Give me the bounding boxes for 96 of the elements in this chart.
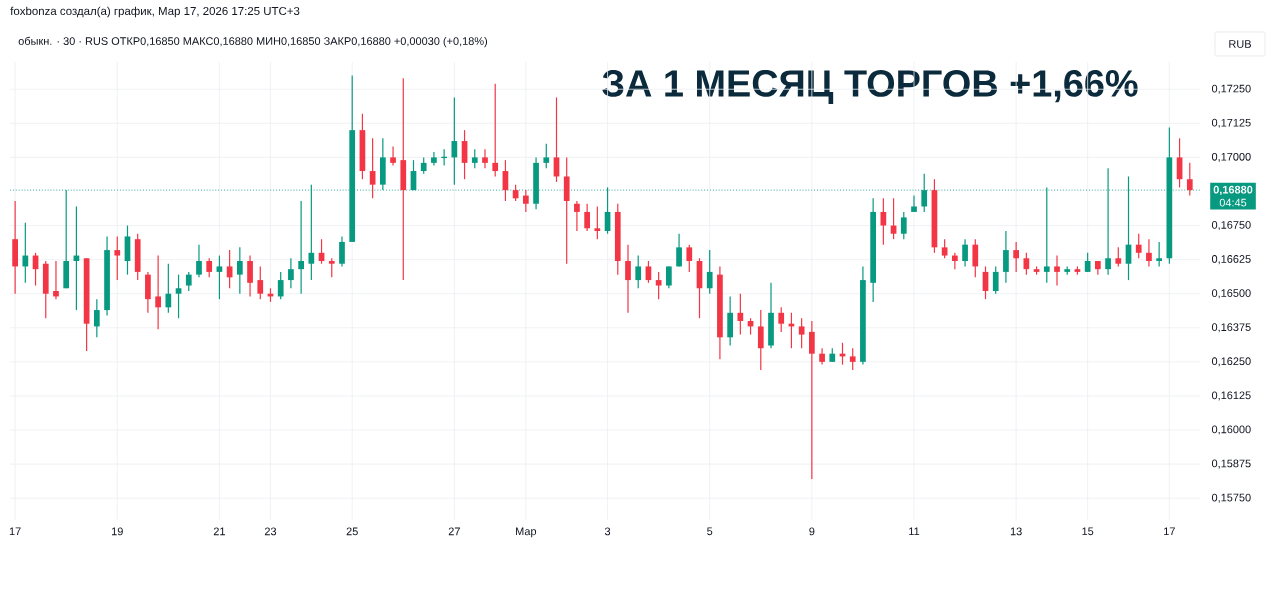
- y-tick-label: 0,16375: [1211, 323, 1251, 333]
- candlestick: [737, 293, 744, 336]
- x-tick-label: 21: [213, 527, 225, 536]
- x-tick-label: 19: [112, 527, 123, 536]
- candlestick: [1115, 246, 1122, 268]
- y-tick-label: 0,15750: [1211, 493, 1251, 503]
- candlestick: [594, 205, 601, 240]
- candlestick: [53, 260, 59, 300]
- x-tick-label: Мар: [516, 527, 537, 538]
- candlestick: [1146, 238, 1152, 268]
- candlestick: [952, 252, 958, 270]
- x-tick-label: 5: [707, 527, 713, 536]
- candlestick: [22, 222, 29, 284]
- candlestick: [1003, 230, 1009, 284]
- candlestick: [1135, 233, 1142, 259]
- chart-subtitle: обыкн. · 30 · RUS ОТКР0,16850 МАКС0,16880 МИН0,16850 ЗАКР0,16880 +0,00030 (+0,18%): [18, 36, 488, 48]
- candlestick: [992, 265, 999, 295]
- candlestick: [972, 238, 979, 278]
- candlestick: [522, 189, 529, 213]
- candlestick: [645, 260, 652, 284]
- candlestick: [676, 233, 682, 268]
- candlestick: [574, 200, 580, 232]
- candlestick: [369, 137, 376, 199]
- y-tick-label: 0,16500: [1211, 289, 1251, 299]
- candlestick: [757, 309, 764, 371]
- text: foxbonza создал(а) график, Мар 17, 2026 17:25 UTC+3: [10, 6, 300, 18]
- candlestick: [778, 306, 785, 333]
- candlestick: [543, 143, 550, 169]
- y-tick-label: 0,16250: [1211, 357, 1251, 367]
- candlestick: [482, 148, 488, 169]
- y-tick-label: 0,16125: [1211, 391, 1251, 401]
- candlestick: [298, 200, 304, 295]
- text: RUB: [1229, 40, 1251, 48]
- candlestick: [155, 254, 161, 330]
- candlestick: [390, 145, 396, 167]
- x-tick-label: 11: [909, 527, 920, 536]
- candlestick: [1084, 252, 1091, 273]
- candlestick: [165, 263, 172, 314]
- candlestick: [93, 298, 100, 338]
- y-tick-label: 0,16625: [1211, 255, 1251, 265]
- x-tick-label: 23: [264, 527, 277, 536]
- candlestick: [880, 197, 887, 246]
- x-tick-label: 15: [1082, 527, 1094, 536]
- candlestick: [277, 271, 284, 300]
- candlestick: [471, 148, 478, 169]
- y-tick-label: 0,17000: [1211, 152, 1251, 162]
- candlestick: [798, 317, 805, 349]
- candlestick: [1186, 162, 1193, 197]
- candlestick: [941, 238, 948, 259]
- candlestick: [236, 246, 243, 295]
- candlestick: [686, 244, 693, 273]
- candlestick: [819, 347, 825, 366]
- candlestick: [655, 271, 662, 300]
- candlestick: [247, 254, 253, 298]
- candlestick: [288, 257, 294, 289]
- y-tick-label: 0,16750: [1211, 221, 1251, 231]
- y-tick-label: 0,17250: [1211, 84, 1251, 94]
- x-tick-label: 17: [9, 527, 21, 536]
- candlestick: [1054, 254, 1060, 287]
- candlestick: [339, 235, 345, 268]
- x-tick-label: 3: [604, 527, 611, 536]
- candlestick: [665, 265, 672, 289]
- candlestick: [849, 347, 856, 371]
- text: 04:45: [1219, 198, 1247, 207]
- candlestick: [911, 194, 917, 213]
- candlestick: [492, 83, 499, 178]
- candlestick: [1156, 241, 1163, 268]
- x-tick-label: 9: [809, 527, 815, 536]
- x-tick-label: 13: [1010, 527, 1022, 536]
- candlestick: [706, 249, 713, 295]
- candlestick: [635, 254, 642, 289]
- y-tick-label: 0,16000: [1211, 425, 1251, 435]
- candlestick: [216, 254, 223, 300]
- candlestick: [431, 151, 437, 167]
- x-tick-label: 25: [346, 527, 358, 536]
- y-tick-label: 0,15875: [1211, 459, 1251, 469]
- candlestick: [114, 235, 121, 281]
- chart-title: ЗА 1 МЕСЯЦ ТОРГОВ +1,66%: [602, 70, 1138, 104]
- y-tick-label: 0,17125: [1211, 118, 1251, 128]
- candlestick: [196, 244, 202, 278]
- candlestick: [900, 211, 907, 240]
- candlestick: [308, 184, 315, 281]
- candlestick: [185, 271, 192, 292]
- candlestick: [328, 257, 335, 278]
- candlestick: [1013, 241, 1020, 273]
- candlestick: [206, 257, 213, 278]
- candlestick: [809, 320, 815, 480]
- candlestick: [625, 244, 631, 314]
- candlestick: [584, 203, 590, 232]
- candlestick: [175, 274, 182, 319]
- candlestick: [451, 96, 458, 186]
- candlestick: [257, 265, 264, 300]
- x-tick-label: 17: [1164, 527, 1175, 536]
- x-tick-label: 27: [448, 527, 460, 536]
- candlestick: [962, 238, 968, 268]
- ref-line-label: 0,16880: [1213, 185, 1253, 196]
